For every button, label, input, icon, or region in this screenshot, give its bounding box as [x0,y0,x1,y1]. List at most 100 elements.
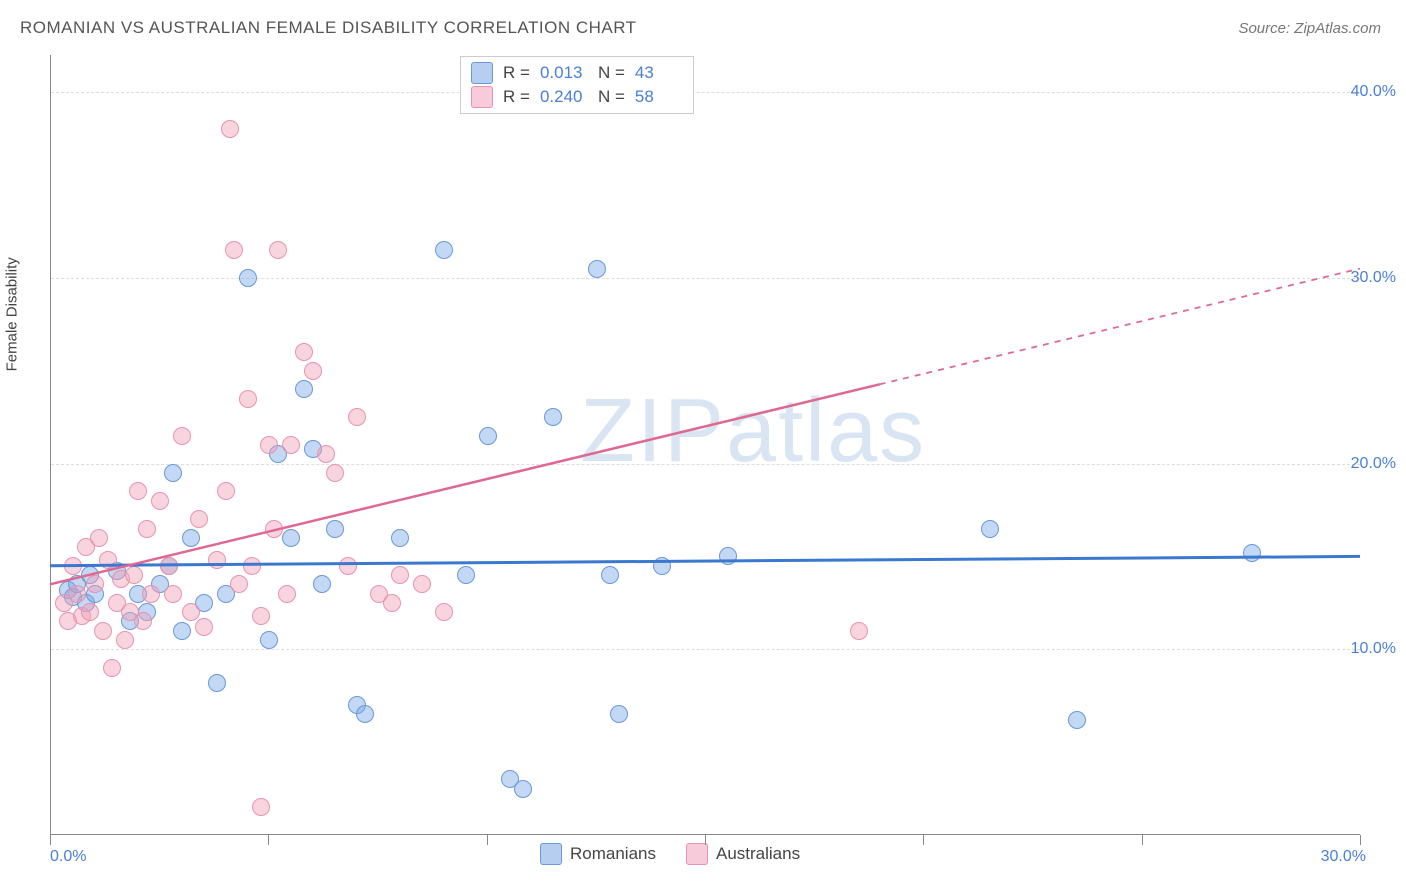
x-tick [705,835,706,845]
scatter-point [217,482,235,500]
y-tick-label: 30.0% [1351,269,1396,287]
scatter-point [129,482,147,500]
x-tick [268,835,269,845]
scatter-point [173,427,191,445]
legend-swatch [471,62,493,84]
scatter-point [239,390,257,408]
scatter-point [230,575,248,593]
legend-item: Romanians [540,843,656,865]
x-tick-label-max: 30.0% [1321,848,1366,866]
scatter-point [182,529,200,547]
scatter-point [86,575,104,593]
x-tick-label-min: 0.0% [50,848,86,866]
stats-legend-row: R = 0.013 N = 43 [471,61,683,85]
scatter-point [116,631,134,649]
x-tick [487,835,488,845]
legend-label: Romanians [570,844,656,864]
scatter-point [64,557,82,575]
scatter-point [356,705,374,723]
scatter-point [99,551,117,569]
legend-swatch [540,843,562,865]
scatter-point [164,464,182,482]
plot-area [50,55,1360,835]
scatter-point [514,780,532,798]
scatter-point [588,260,606,278]
scatter-point [195,618,213,636]
scatter-point [719,547,737,565]
x-tick [1360,835,1361,845]
scatter-point [295,343,313,361]
scatter-point [269,241,287,259]
scatter-point [391,529,409,547]
legend-swatch [471,86,493,108]
stat-n-value: 43 [635,63,683,83]
scatter-point [479,427,497,445]
scatter-point [68,585,86,603]
stat-n-label: N = [598,63,625,83]
y-axis-label: Female Disability [4,257,21,371]
scatter-point [339,557,357,575]
y-tick-label: 20.0% [1351,455,1396,473]
scatter-point [173,622,191,640]
scatter-point [164,585,182,603]
scatter-point [282,436,300,454]
scatter-point [304,362,322,380]
gridline [51,92,1360,93]
scatter-point [239,269,257,287]
scatter-point [225,241,243,259]
scatter-point [282,529,300,547]
gridline [51,464,1360,465]
x-tick [50,835,51,845]
legend-swatch [686,843,708,865]
y-tick-label: 40.0% [1351,83,1396,101]
x-tick [1142,835,1143,845]
scatter-point [435,603,453,621]
y-tick-label: 10.0% [1351,640,1396,658]
scatter-point [1068,711,1086,729]
scatter-point [151,492,169,510]
stat-n-value: 58 [635,87,683,107]
scatter-point [383,594,401,612]
scatter-point [1243,544,1261,562]
scatter-point [610,705,628,723]
scatter-point [260,631,278,649]
scatter-point [94,622,112,640]
scatter-point [103,659,121,677]
gridline [51,649,1360,650]
scatter-point [138,520,156,538]
scatter-point [125,566,143,584]
scatter-point [317,445,335,463]
stats-legend: R = 0.013 N = 43 R = 0.240 N = 58 [460,56,694,114]
scatter-point [326,464,344,482]
scatter-point [265,520,283,538]
stat-r-value: 0.013 [540,63,588,83]
scatter-point [260,436,278,454]
scatter-point [252,607,270,625]
scatter-point [90,529,108,547]
scatter-point [653,557,671,575]
legend-label: Australians [716,844,800,864]
legend-item: Australians [686,843,800,865]
stat-r-value: 0.240 [540,87,588,107]
scatter-point [142,585,160,603]
stats-legend-row: R = 0.240 N = 58 [471,85,683,109]
stat-r-label: R = [503,87,530,107]
stat-r-label: R = [503,63,530,83]
x-tick [923,835,924,845]
chart-title: ROMANIAN VS AUSTRALIAN FEMALE DISABILITY… [20,18,637,38]
scatter-point [252,798,270,816]
scatter-point [313,575,331,593]
scatter-point [391,566,409,584]
scatter-point [457,566,475,584]
scatter-point [243,557,261,575]
stat-n-label: N = [598,87,625,107]
scatter-point [182,603,200,621]
scatter-point [326,520,344,538]
scatter-point [981,520,999,538]
source-attribution: Source: ZipAtlas.com [1238,20,1381,37]
series-legend: Romanians Australians [540,843,800,865]
scatter-point [601,566,619,584]
scatter-point [295,380,313,398]
scatter-point [348,408,366,426]
scatter-point [81,603,99,621]
